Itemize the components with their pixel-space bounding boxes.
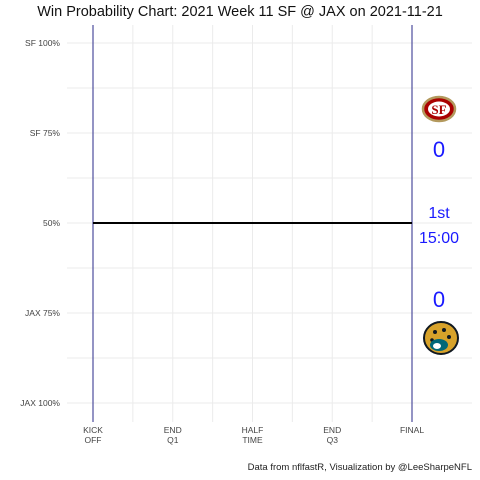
- x-tick-label: Q1: [167, 435, 179, 445]
- jax-jaguars-logo-icon: [423, 321, 459, 355]
- y-tick-label: SF 75%: [30, 128, 61, 138]
- y-tick-label: JAX 75%: [25, 308, 60, 318]
- chart-title: Win Probability Chart: 2021 Week 11 SF @…: [37, 4, 443, 20]
- x-tick-label: OFF: [85, 435, 102, 445]
- chart-caption: Data from nflfastR, Visualization by @Le…: [247, 462, 472, 473]
- x-tick-label: FINAL: [400, 425, 424, 435]
- sf-49ers-logo-icon: SF: [421, 95, 457, 123]
- jax-score: 0: [433, 287, 445, 312]
- y-tick-label: 50%: [43, 218, 60, 228]
- x-tick-label: TIME: [242, 435, 263, 445]
- sf-score: 0: [433, 137, 445, 162]
- y-tick-label: JAX 100%: [20, 398, 60, 408]
- y-tick-label: SF 100%: [25, 38, 60, 48]
- x-tick-label: HALF: [242, 425, 264, 435]
- svg-text:SF: SF: [431, 102, 446, 117]
- x-tick-label: Q3: [327, 435, 339, 445]
- game-clock: 15:00: [419, 230, 459, 247]
- x-tick-label: END: [323, 425, 341, 435]
- y-axis-ticks: SF 100% SF 75% 50% JAX 75% JAX 100%: [20, 38, 60, 408]
- x-tick-label: KICK: [83, 425, 103, 435]
- x-tick-label: END: [164, 425, 182, 435]
- game-period: 1st: [428, 205, 450, 222]
